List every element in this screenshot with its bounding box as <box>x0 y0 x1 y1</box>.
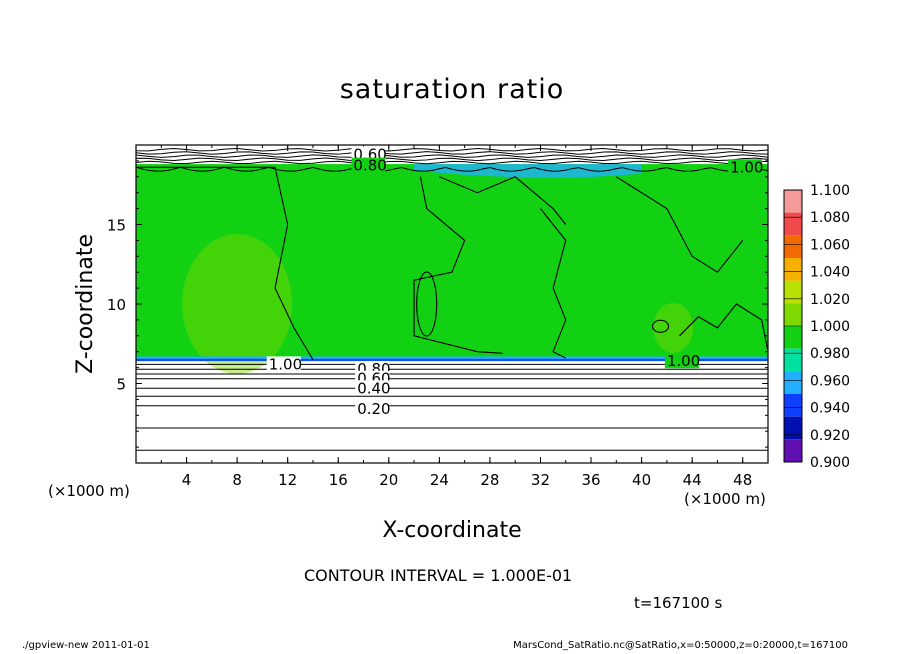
contour-label: 1.00 <box>269 355 302 373</box>
contour-label: 1.00 <box>730 158 763 176</box>
colorbar-swatch <box>784 303 802 326</box>
contour-line <box>136 160 768 165</box>
colorbar-swatch <box>784 212 802 236</box>
contour-interval-label: CONTOUR INTERVAL = 1.000E-01 <box>304 566 573 585</box>
x-tick-label: 4 <box>182 471 192 489</box>
colorbar-swatch <box>784 190 802 213</box>
x-axis-title: X-coordinate <box>382 518 521 543</box>
colorbar-swatch <box>784 235 802 258</box>
contour-line <box>679 303 768 352</box>
lower-edge-band <box>136 358 768 361</box>
x-unit-label-left: (×1000 m) <box>48 482 130 500</box>
colorbar-label: 0.980 <box>810 346 850 362</box>
colorbar-label: 1.000 <box>810 319 850 335</box>
colorbar: 1.100 1.080 1.060 1.040 1.020 1.000 0.980 0.960… <box>783 183 850 471</box>
x-unit-label-right: (×1000 m) <box>684 490 766 508</box>
colorbar-swatch <box>784 439 802 462</box>
contour-line <box>136 154 768 158</box>
contour-label: 0.40 <box>357 379 390 397</box>
colorbar-swatch <box>784 326 802 349</box>
upper-edge-band <box>414 164 642 178</box>
contour-label-bg <box>728 159 763 175</box>
contour-line <box>413 176 503 354</box>
contour-line <box>439 176 567 225</box>
contour-label: 1.00 <box>667 352 700 370</box>
time-label: t=167100 s <box>634 594 723 612</box>
colorbar-label: 0.940 <box>810 401 850 417</box>
footer-right: MarsCond_SatRatio.nc@SatRatio,x=0:50000,… <box>513 640 848 651</box>
x-tick-label: 44 <box>683 471 702 489</box>
contour-line <box>616 176 744 273</box>
contour-label-bg <box>355 380 390 396</box>
x-tick-label: 40 <box>632 471 651 489</box>
supersat-blob <box>653 302 694 353</box>
contour-line <box>136 166 768 172</box>
x-tick-label: 12 <box>278 471 297 489</box>
y-tick-label: 5 <box>116 376 126 394</box>
colorbar-label: 0.900 <box>810 455 850 471</box>
contour-line <box>136 147 768 152</box>
y-tick-label: 15 <box>107 217 126 235</box>
x-tick-label: 48 <box>733 471 752 489</box>
contour-closed <box>652 319 670 333</box>
y-axis-title: Z-coordinate <box>73 234 98 374</box>
contour-label: 0.80 <box>353 157 386 175</box>
colorbar-swatch <box>784 371 802 394</box>
x-tick-label: 16 <box>329 471 348 489</box>
colorbar-swatch <box>784 416 802 440</box>
x-tick-label: 32 <box>531 471 550 489</box>
x-tick-label: 8 <box>232 471 242 489</box>
contour-label-layer: 0.600.80 1.001.00 1.000.800.600.400.20 <box>266 146 763 418</box>
colorbar-label: 1.060 <box>810 237 850 253</box>
contour-label: 0.20 <box>357 400 390 418</box>
contour-label-bg <box>351 157 386 173</box>
colorbar-swatch <box>784 258 802 281</box>
lower-edge-band <box>136 356 768 360</box>
contour-label-bg <box>664 353 699 369</box>
colorbar-label: 1.080 <box>810 210 850 226</box>
footer-left: ./gpview-new 2011-01-01 <box>22 640 150 651</box>
colorbar-label: 1.020 <box>810 292 850 308</box>
supersat-blob <box>182 234 293 374</box>
x-tick-label: 20 <box>379 471 398 489</box>
colorbar-swatch <box>784 394 802 417</box>
contour-label-bg <box>266 356 301 372</box>
saturated-region <box>136 164 768 362</box>
contour-line <box>136 166 314 360</box>
colorbar-label: 1.040 <box>810 265 850 281</box>
chart-title: saturation ratio <box>339 74 565 105</box>
colorbar-swatch <box>784 348 802 372</box>
contour-label-bg <box>355 400 390 416</box>
colorbar-swatch <box>784 280 802 304</box>
x-tick-label: 36 <box>581 471 600 489</box>
x-tick-label: 24 <box>430 471 449 489</box>
contour-line <box>136 151 768 155</box>
y-tick-label: 10 <box>107 296 126 314</box>
colorbar-label: 0.960 <box>810 373 850 389</box>
colorbar-label: 0.920 <box>810 428 850 444</box>
contour-line <box>136 157 768 162</box>
contour-line <box>540 208 567 359</box>
colorbar-label: 1.100 <box>810 183 850 199</box>
contour-layer <box>136 147 768 451</box>
contour-closed <box>416 271 438 337</box>
field-layer <box>136 164 768 374</box>
x-tick-label: 28 <box>480 471 499 489</box>
